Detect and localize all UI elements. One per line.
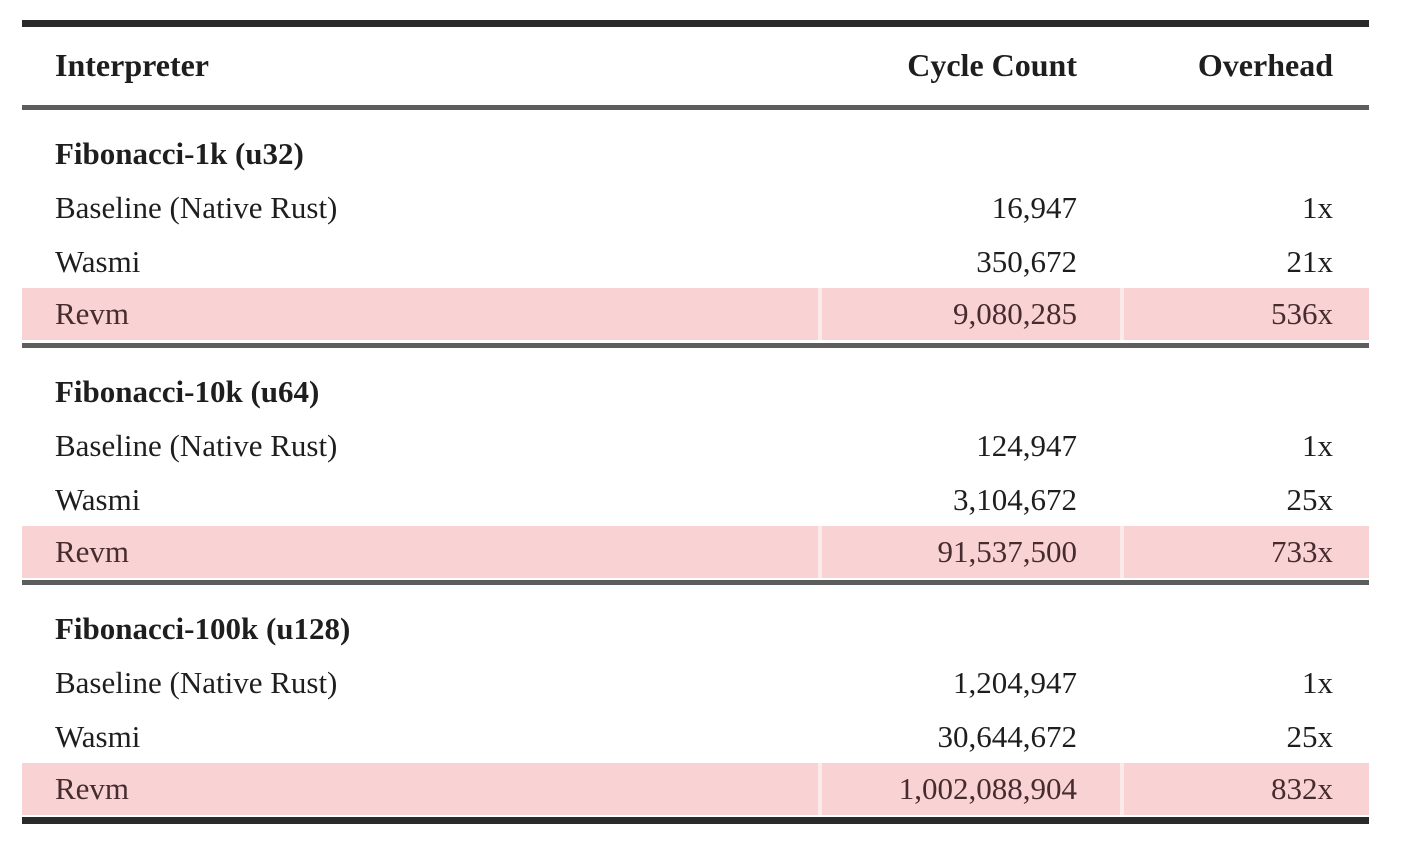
- table-header: Interpreter Cycle Count Overhead: [22, 23, 1369, 110]
- overhead-cell: 536x: [1120, 288, 1369, 340]
- section-row: Fibonacci-10k (u64): [22, 345, 1369, 418]
- section-divider-line: [22, 340, 1369, 348]
- cycle-count-cell: 350,672: [976, 244, 1077, 279]
- section-divider-line: [22, 813, 1369, 824]
- interpreter-cell: Revm: [22, 763, 818, 815]
- overhead-cell: [1120, 345, 1369, 418]
- section-divider: [22, 340, 1369, 348]
- table-row: Baseline (Native Rust) 124,947 1x: [22, 418, 1369, 472]
- interpreter-cell: Wasmi: [55, 481, 141, 517]
- interpreter-cell: Revm: [22, 525, 818, 578]
- cycle-count-cell: 91,537,500: [818, 525, 1120, 578]
- overhead-cell: 21x: [1286, 244, 1334, 279]
- cycle-count-cell: 124,947: [976, 427, 1077, 463]
- table-row: Baseline (Native Rust) 1,204,947 1x: [22, 655, 1369, 709]
- cycle-count-cell: [818, 345, 1120, 418]
- table-row: Baseline (Native Rust) 16,947 1x: [22, 180, 1369, 234]
- section-title: Fibonacci-1k (u32): [55, 136, 304, 171]
- overhead-cell: 25x: [1286, 481, 1334, 517]
- section-title: Fibonacci-10k (u64): [55, 373, 320, 409]
- cycle-count-cell: 9,080,285: [818, 288, 1120, 340]
- interpreter-cell: Wasmi: [55, 719, 141, 754]
- section-row: Fibonacci-1k (u32): [22, 108, 1369, 181]
- table-body: Fibonacci-1k (u32) Baseline (Native Rust)…: [22, 108, 1369, 824]
- table-row: Revm 1,002,088,904 832x: [22, 763, 1369, 815]
- paper-page: Interpreter Cycle Count Overhead Fibonac…: [22, 20, 1369, 824]
- cycle-count-cell: [818, 583, 1120, 656]
- cycle-count-cell: 1,002,088,904: [818, 763, 1120, 815]
- overhead-cell: 1x: [1302, 190, 1333, 225]
- cycle-count-cell: 30,644,672: [937, 719, 1078, 754]
- header-row: Interpreter Cycle Count Overhead: [22, 23, 1369, 110]
- cycle-count-cell: 16,947: [991, 190, 1077, 225]
- interpreter-cell: Revm: [22, 288, 818, 340]
- section-divider: [22, 577, 1369, 585]
- overhead-cell: 832x: [1120, 763, 1369, 815]
- section-divider: [22, 813, 1369, 824]
- header-overhead: Overhead: [1120, 23, 1369, 110]
- benchmark-table: Interpreter Cycle Count Overhead Fibonac…: [22, 20, 1369, 824]
- table-row: Wasmi 3,104,672 25x: [22, 472, 1369, 526]
- table-row: Wasmi 30,644,672 25x: [22, 709, 1369, 763]
- table-row: Revm 91,537,500 733x: [22, 525, 1369, 578]
- interpreter-cell: Baseline (Native Rust): [55, 665, 338, 700]
- table-row: Revm 9,080,285 536x: [22, 288, 1369, 340]
- interpreter-cell: Baseline (Native Rust): [55, 190, 338, 225]
- header-interpreter: Interpreter: [22, 23, 818, 110]
- overhead-cell: [1120, 108, 1369, 181]
- section-divider-line: [22, 577, 1369, 585]
- overhead-cell: [1120, 583, 1369, 656]
- interpreter-cell: Baseline (Native Rust): [55, 427, 338, 463]
- header-cycle-count: Cycle Count: [818, 23, 1120, 110]
- cycle-count-cell: [818, 108, 1120, 181]
- section-row: Fibonacci-100k (u128): [22, 583, 1369, 656]
- overhead-cell: 1x: [1302, 427, 1333, 463]
- overhead-cell: 733x: [1120, 525, 1369, 578]
- cycle-count-cell: 1,204,947: [953, 665, 1077, 700]
- table-row: Wasmi 350,672 21x: [22, 234, 1369, 288]
- overhead-cell: 1x: [1302, 665, 1333, 700]
- interpreter-cell: Wasmi: [55, 244, 141, 279]
- section-title: Fibonacci-100k (u128): [55, 611, 351, 646]
- cycle-count-cell: 3,104,672: [953, 481, 1077, 517]
- overhead-cell: 25x: [1286, 719, 1334, 754]
